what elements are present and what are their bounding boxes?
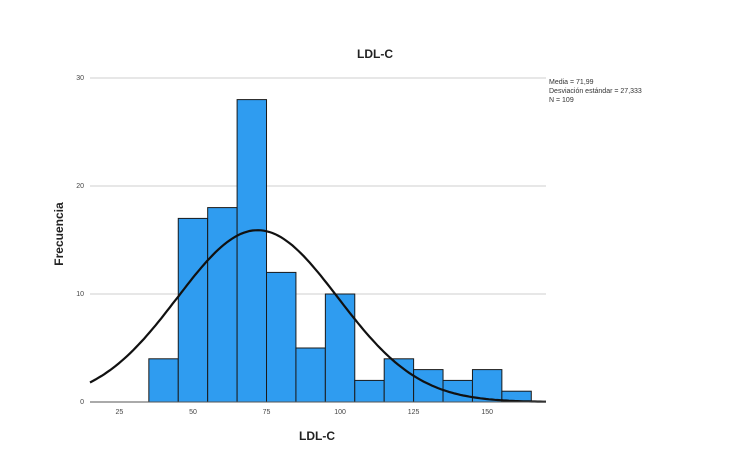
- x-tick-50: 50: [189, 409, 197, 416]
- bar-7: [354, 379, 385, 403]
- bar-9: [413, 369, 444, 403]
- chart-title: LDL-C: [357, 47, 393, 61]
- bar-5: [295, 347, 326, 403]
- x-tick-150: 150: [481, 409, 493, 416]
- stats-mean: Media = 71,99: [549, 79, 594, 86]
- stats-sd: Desviación estándar = 27,333: [549, 88, 642, 95]
- x-tick-labels: 25 50 75 100 125 150: [116, 409, 494, 416]
- y-tick-0: 0: [80, 399, 84, 406]
- bar-6: [324, 293, 356, 403]
- x-tick-75: 75: [263, 409, 271, 416]
- x-axis-title: LDL-C: [299, 429, 335, 443]
- bar-11: [471, 369, 503, 403]
- bar-3: [236, 99, 268, 403]
- x-tick-100: 100: [334, 409, 346, 416]
- normal-curve: [89, 229, 546, 403]
- x-tick-125: 125: [408, 409, 420, 416]
- bar-1: [177, 217, 209, 403]
- grid-lines: [90, 77, 546, 295]
- stats-n: N = 109: [549, 97, 574, 104]
- histogram-bars: [148, 99, 532, 403]
- y-tick-10: 10: [76, 291, 84, 298]
- x-tick-25: 25: [116, 409, 124, 416]
- y-tick-labels: 0 10 20 30: [76, 75, 84, 406]
- y-axis-title: Frecuencia: [52, 202, 66, 266]
- y-tick-30: 30: [76, 75, 84, 82]
- bar-2: [207, 207, 238, 403]
- y-tick-20: 20: [76, 183, 84, 190]
- bar-4: [266, 271, 297, 403]
- bar-0: [148, 358, 179, 403]
